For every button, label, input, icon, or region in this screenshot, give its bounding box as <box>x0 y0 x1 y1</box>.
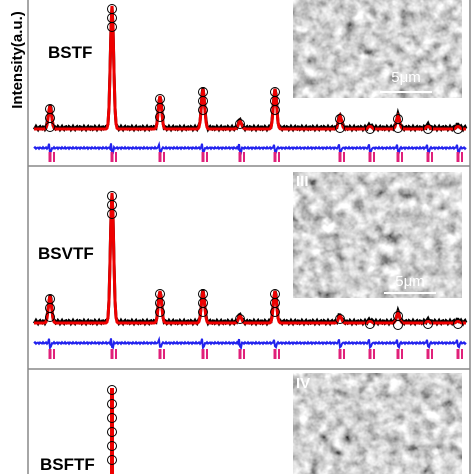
sample-label: BSFTF <box>40 455 95 474</box>
bragg-tick <box>431 349 433 359</box>
data-point <box>453 124 463 134</box>
bragg-tick <box>426 152 430 162</box>
frame <box>27 0 471 474</box>
bragg-tick <box>456 152 460 162</box>
data-point <box>453 319 463 329</box>
sample-label: BSTF <box>48 43 92 62</box>
data-point <box>235 314 245 324</box>
panels <box>32 4 468 474</box>
bragg-tick <box>158 349 162 359</box>
data-point <box>365 319 375 329</box>
data-point <box>235 119 245 129</box>
bragg-tick <box>368 349 372 359</box>
bragg-tick <box>273 152 277 162</box>
bragg-tick <box>206 349 208 359</box>
data-point <box>107 441 117 451</box>
data-point <box>270 307 280 317</box>
bragg-tick <box>426 349 430 359</box>
bragg-tick <box>163 152 165 162</box>
bragg-tick <box>401 152 403 162</box>
bragg-tick <box>206 152 208 162</box>
data-point <box>45 312 55 322</box>
scale-bar-label: 5μm <box>391 69 420 86</box>
bragg-tick <box>461 349 463 359</box>
bragg-tick <box>110 152 114 162</box>
bragg-tick <box>53 349 55 359</box>
bragg-tick <box>243 349 245 359</box>
bragg-tick <box>368 152 372 162</box>
bragg-tick <box>201 152 205 162</box>
bragg-tick <box>158 152 162 162</box>
bragg-tick <box>115 152 117 162</box>
data-point <box>198 105 208 115</box>
data-point <box>107 22 117 32</box>
data-point <box>335 314 345 324</box>
data-point <box>107 399 117 409</box>
y-axis-label: Intensity(a.u.) <box>9 11 26 109</box>
sem-image <box>293 172 462 298</box>
data-point <box>423 124 433 134</box>
sem-image <box>293 373 462 474</box>
bragg-tick <box>48 349 52 359</box>
bragg-tick <box>115 349 117 359</box>
bragg-tick <box>338 349 342 359</box>
bragg-tick <box>110 349 114 359</box>
data-point <box>107 385 117 395</box>
bragg-tick <box>53 152 55 162</box>
bragg-tick <box>456 349 460 359</box>
inset-label: III <box>296 173 309 190</box>
data-point <box>107 455 117 465</box>
difference <box>33 140 467 156</box>
difference <box>33 335 467 351</box>
data-point <box>155 112 165 122</box>
data-point <box>423 319 433 329</box>
inset-label: IV <box>296 375 310 392</box>
data-point <box>335 123 345 133</box>
bragg-tick <box>343 349 345 359</box>
bragg-tick <box>373 349 375 359</box>
bragg-tick <box>396 152 400 162</box>
bragg-tick <box>243 152 245 162</box>
bragg-tick <box>48 152 52 162</box>
bragg-tick <box>431 152 433 162</box>
data-point <box>270 105 280 115</box>
sem-image <box>293 0 462 98</box>
data-point <box>393 320 403 330</box>
bragg-tick <box>238 349 242 359</box>
bragg-tick <box>461 152 463 162</box>
bragg-tick <box>343 152 345 162</box>
bragg-tick <box>163 349 165 359</box>
data-point <box>155 307 165 317</box>
bragg-tick <box>396 349 400 359</box>
bragg-tick <box>373 152 375 162</box>
data-point <box>393 123 403 133</box>
data-point <box>45 122 55 132</box>
data-point <box>198 307 208 317</box>
sample-label: BSVTF <box>38 244 94 263</box>
scale-bar-label: 5μm <box>395 273 424 290</box>
bragg-tick <box>278 349 280 359</box>
bragg-tick <box>401 349 403 359</box>
bragg-tick <box>338 152 342 162</box>
bragg-tick <box>273 349 277 359</box>
bragg-tick <box>278 152 280 162</box>
bragg-tick <box>201 349 205 359</box>
data-point <box>107 413 117 423</box>
data-point <box>365 124 375 134</box>
data-point <box>107 209 117 219</box>
bragg-tick <box>238 152 242 162</box>
data-point <box>107 427 117 437</box>
